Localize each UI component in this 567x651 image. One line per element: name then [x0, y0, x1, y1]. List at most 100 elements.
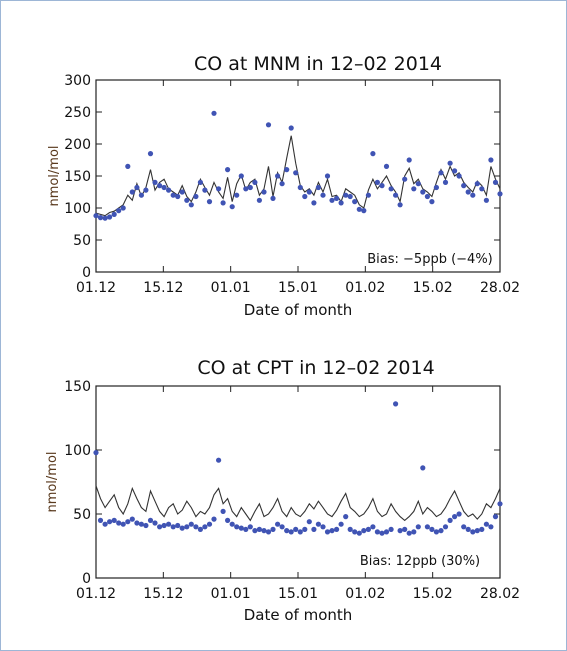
data-point-observed [442, 179, 449, 185]
data-point-observed [284, 167, 290, 173]
data-point-observed [143, 187, 149, 193]
data-point-observed [461, 183, 467, 189]
data-point-observed [216, 186, 222, 192]
data-point-observed [429, 526, 435, 533]
data-point-observed [338, 521, 344, 527]
data-point-observed [220, 200, 226, 206]
data-point-observed [193, 524, 199, 530]
data-point-observed [256, 526, 262, 533]
data-point-observed [406, 530, 412, 536]
data-point-observed [379, 183, 385, 189]
data-point-observed [157, 183, 163, 189]
data-point-observed [402, 526, 408, 533]
data-point-observed [479, 526, 485, 533]
x-tick-label: 15.02 [413, 586, 453, 602]
data-point-observed [320, 192, 326, 198]
series-line-model [95, 485, 501, 522]
data-point-observed [411, 186, 417, 192]
data-point-observed [483, 197, 489, 203]
data-point-observed [329, 528, 335, 534]
y-ticks-group: 0 50 100 150 [64, 379, 500, 587]
series-group [93, 401, 503, 536]
data-point-observed [297, 184, 303, 191]
data-point-observed [170, 192, 176, 198]
data-point-observed [338, 200, 344, 206]
data-point-observed [225, 517, 231, 524]
data-point-observed [365, 526, 371, 533]
data-point-observed [302, 193, 308, 200]
data-point-observed [497, 191, 503, 197]
data-point-observed [347, 193, 353, 200]
data-point-observed [275, 173, 281, 179]
data-point-observed [415, 524, 421, 530]
data-point-observed [424, 524, 430, 530]
data-point-observed [206, 521, 213, 527]
data-point-observed [397, 528, 403, 534]
data-point-observed [125, 163, 131, 169]
y-tick-label: 250 [64, 105, 91, 121]
data-point-observed [166, 521, 172, 527]
data-point-observed [465, 189, 471, 195]
x-axis-label: Date of month [244, 301, 353, 319]
data-point-observed [120, 521, 126, 527]
data-point-observed [143, 522, 149, 529]
data-point-observed [234, 192, 240, 198]
plot-area [95, 385, 501, 579]
data-point-observed [492, 179, 499, 185]
data-point-observed [193, 193, 199, 200]
data-point-observed [315, 521, 321, 527]
data-point-observed [483, 521, 489, 527]
data-point-observed [220, 508, 226, 514]
data-point-observed [188, 521, 194, 527]
annotation-bias: Bias: 12ppb (30%) [360, 554, 480, 569]
data-point-observed [284, 528, 290, 534]
data-point-observed [361, 528, 367, 534]
x-tick-label: 01.12 [76, 586, 116, 602]
chart-title: CO at MNM in 12–02 2014 [194, 53, 442, 75]
data-point-observed [234, 524, 240, 530]
y-tick-label: 150 [64, 169, 91, 185]
data-point-observed [397, 202, 403, 208]
data-point-observed [179, 525, 185, 531]
data-point-observed [306, 189, 312, 195]
x-axis-label: Date of month [244, 606, 353, 624]
data-point-observed [247, 524, 253, 530]
data-point-observed [456, 511, 462, 517]
x-tick-label: 01.02 [345, 586, 385, 602]
data-point-observed [111, 517, 117, 524]
data-point-observed [211, 516, 217, 522]
y-ticks-group: 0 50 100 150 200 250 300 [64, 73, 500, 281]
data-point-observed [420, 189, 426, 195]
data-point-observed [343, 192, 349, 198]
chart-mnm: CO at MNM in 12–02 2014 01.12 15.12 01.01 1… [47, 53, 520, 319]
data-point-observed [225, 167, 231, 173]
data-point-observed [107, 519, 113, 525]
data-point-observed [293, 526, 299, 533]
x-tick-label: 01.12 [76, 280, 116, 296]
data-point-observed [370, 524, 376, 530]
data-point-observed [365, 192, 371, 198]
data-point-observed [129, 516, 135, 522]
data-point-observed [147, 151, 154, 157]
data-point-observed [229, 204, 235, 210]
data-point-observed [261, 189, 267, 195]
y-tick-label: 150 [64, 379, 91, 395]
data-point-observed [438, 528, 444, 534]
data-point-observed [161, 184, 167, 191]
data-point-observed [347, 526, 353, 533]
data-point-observed [420, 465, 426, 471]
data-point-observed [243, 186, 249, 192]
y-tick-label: 200 [64, 137, 91, 153]
data-point-observed [452, 168, 458, 174]
data-point-observed [116, 208, 122, 214]
data-point-observed [252, 179, 258, 185]
data-point-observed [433, 184, 439, 191]
data-point-observed [138, 521, 144, 527]
data-point-observed [161, 522, 167, 529]
data-point-observed [492, 514, 499, 520]
data-point-observed [465, 526, 471, 533]
data-point-observed [116, 520, 122, 526]
data-point-observed [356, 206, 362, 212]
data-point-observed [374, 179, 380, 185]
